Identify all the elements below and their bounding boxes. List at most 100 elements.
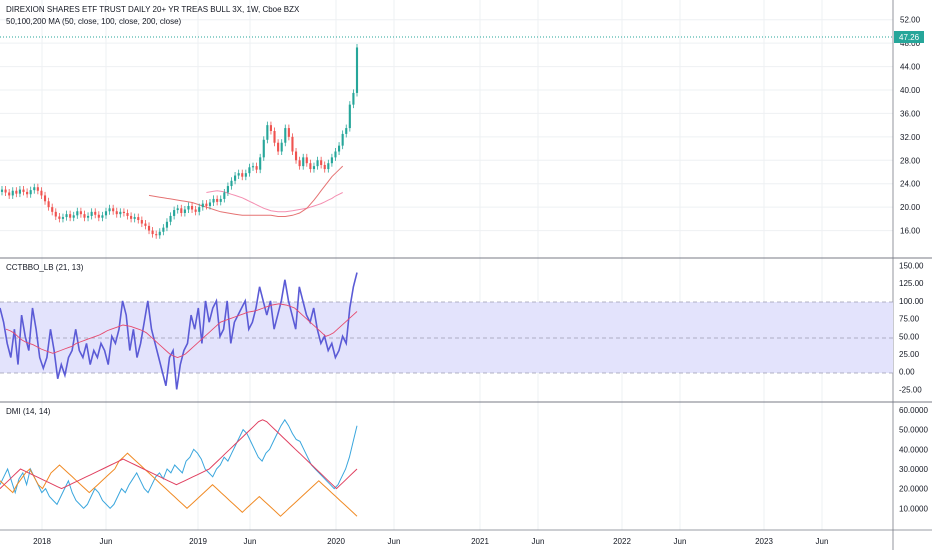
candle-body — [205, 203, 208, 206]
candle-body — [76, 211, 79, 216]
candle-body — [305, 157, 308, 164]
dmi-tick-label: 60.0000 — [899, 406, 928, 415]
dmi-legend[interactable]: DMI (14, 14) — [6, 407, 51, 416]
time-tick-label: 2019 — [189, 537, 207, 546]
candle-body — [90, 211, 93, 216]
candle-body — [280, 142, 283, 152]
price-tick-label: 36.00 — [900, 109, 921, 118]
time-tick-label: Jun — [388, 537, 401, 546]
candle-body — [330, 157, 333, 164]
cci-tick-label: 150.00 — [899, 262, 924, 271]
candle-body — [309, 163, 312, 170]
candle-body — [323, 164, 326, 170]
time-tick-label: 2021 — [471, 537, 489, 546]
candle-body — [266, 125, 269, 140]
cci-tick-label: 25.00 — [899, 350, 920, 359]
candle-body — [327, 163, 330, 170]
price-tick-label: 44.00 — [900, 63, 921, 72]
candle-body — [187, 205, 190, 210]
candle-body — [201, 203, 204, 208]
candle-body — [15, 190, 18, 194]
candle-body — [47, 201, 50, 208]
dmi-tick-label: 10.0000 — [899, 504, 928, 513]
candle-body — [94, 211, 97, 215]
candle-body — [8, 192, 11, 196]
candle-body — [79, 211, 82, 215]
candle-body — [169, 215, 172, 222]
candle-body — [101, 215, 104, 218]
price-tick-label: 28.00 — [900, 156, 921, 165]
last-price-text: 47.26 — [899, 33, 920, 42]
dmi-tick-label: 40.0000 — [899, 445, 928, 454]
cci-tick-label: 100.00 — [899, 297, 924, 306]
candle-body — [234, 175, 237, 181]
grid-lines — [0, 0, 893, 530]
cci-signal-line — [5, 303, 358, 358]
cci-axis-labels: 150.00 125.00 100.00 75.00 50.00 25.00 0.00 -25… — [899, 262, 924, 395]
candle-body — [251, 166, 255, 168]
candle-body — [22, 189, 25, 192]
candle-body — [144, 223, 147, 226]
candle-body — [72, 215, 75, 218]
candle-body — [26, 191, 29, 195]
candle-body — [248, 167, 251, 174]
candle-body — [273, 131, 276, 143]
candle-body — [126, 213, 129, 216]
candle-body — [176, 208, 179, 211]
candle-body — [108, 208, 111, 212]
candle-body — [244, 173, 247, 177]
candle-body — [122, 211, 125, 213]
candle-body — [226, 186, 229, 193]
candle-body — [294, 151, 298, 161]
chart-title[interactable]: DIREXION SHARES ETF TRUST DAILY 20+ YR T… — [6, 5, 300, 14]
candle-body — [40, 190, 43, 196]
time-tick-label: Jun — [532, 537, 545, 546]
candle-body — [212, 198, 215, 203]
candle-body — [115, 211, 118, 215]
price-tick-label: 32.00 — [900, 133, 921, 142]
candle-body — [83, 214, 86, 218]
cci-legend[interactable]: CCTBBO_LB (21, 13) — [6, 263, 84, 272]
candle-body — [194, 209, 197, 212]
time-axis-labels: 2018 Jun 2019 Jun 2020 Jun 2021 Jun 2022 Jun 2023 J… — [33, 537, 828, 546]
candle-body — [51, 207, 54, 212]
candle-body — [58, 216, 61, 219]
candle-body — [4, 189, 7, 193]
time-tick-label: Jun — [816, 537, 829, 546]
cci-tick-label: 125.00 — [899, 279, 924, 288]
candle-body — [255, 166, 258, 170]
candle-body — [119, 211, 122, 215]
candle-body — [291, 136, 294, 152]
cci-lines — [0, 272, 358, 390]
candle-body — [219, 198, 222, 202]
candle-body — [348, 104, 351, 129]
candle-body — [180, 208, 183, 213]
candle-body — [86, 215, 90, 218]
candlesticks[interactable] — [0, 43, 359, 239]
cci-tick-label: 75.00 — [899, 315, 920, 324]
ma-legend[interactable]: 50,100,200 MA (50, close, 100, close, 20… — [6, 17, 182, 26]
candle-body — [65, 214, 68, 218]
time-tick-label: 2023 — [755, 537, 773, 546]
candle-body — [69, 214, 72, 218]
candle-body — [147, 225, 151, 231]
candle-body — [130, 215, 133, 219]
candle-body — [165, 221, 169, 228]
cci-tick-label: 50.00 — [899, 332, 920, 341]
candle-body — [183, 209, 186, 213]
candle-body — [29, 190, 32, 195]
dmi-lines — [0, 418, 358, 517]
candle-body — [345, 128, 348, 134]
candle-body — [223, 192, 226, 199]
ma50-line — [148, 165, 344, 217]
candle-body — [140, 220, 143, 224]
candle-body — [155, 234, 158, 236]
candle-body — [334, 151, 337, 158]
time-tick-label: Jun — [100, 537, 113, 546]
candle-body — [320, 160, 323, 165]
candle-body — [33, 187, 36, 191]
candle-body — [312, 166, 316, 170]
price-tick-label: 40.00 — [900, 86, 921, 95]
time-tick-label: Jun — [244, 537, 257, 546]
